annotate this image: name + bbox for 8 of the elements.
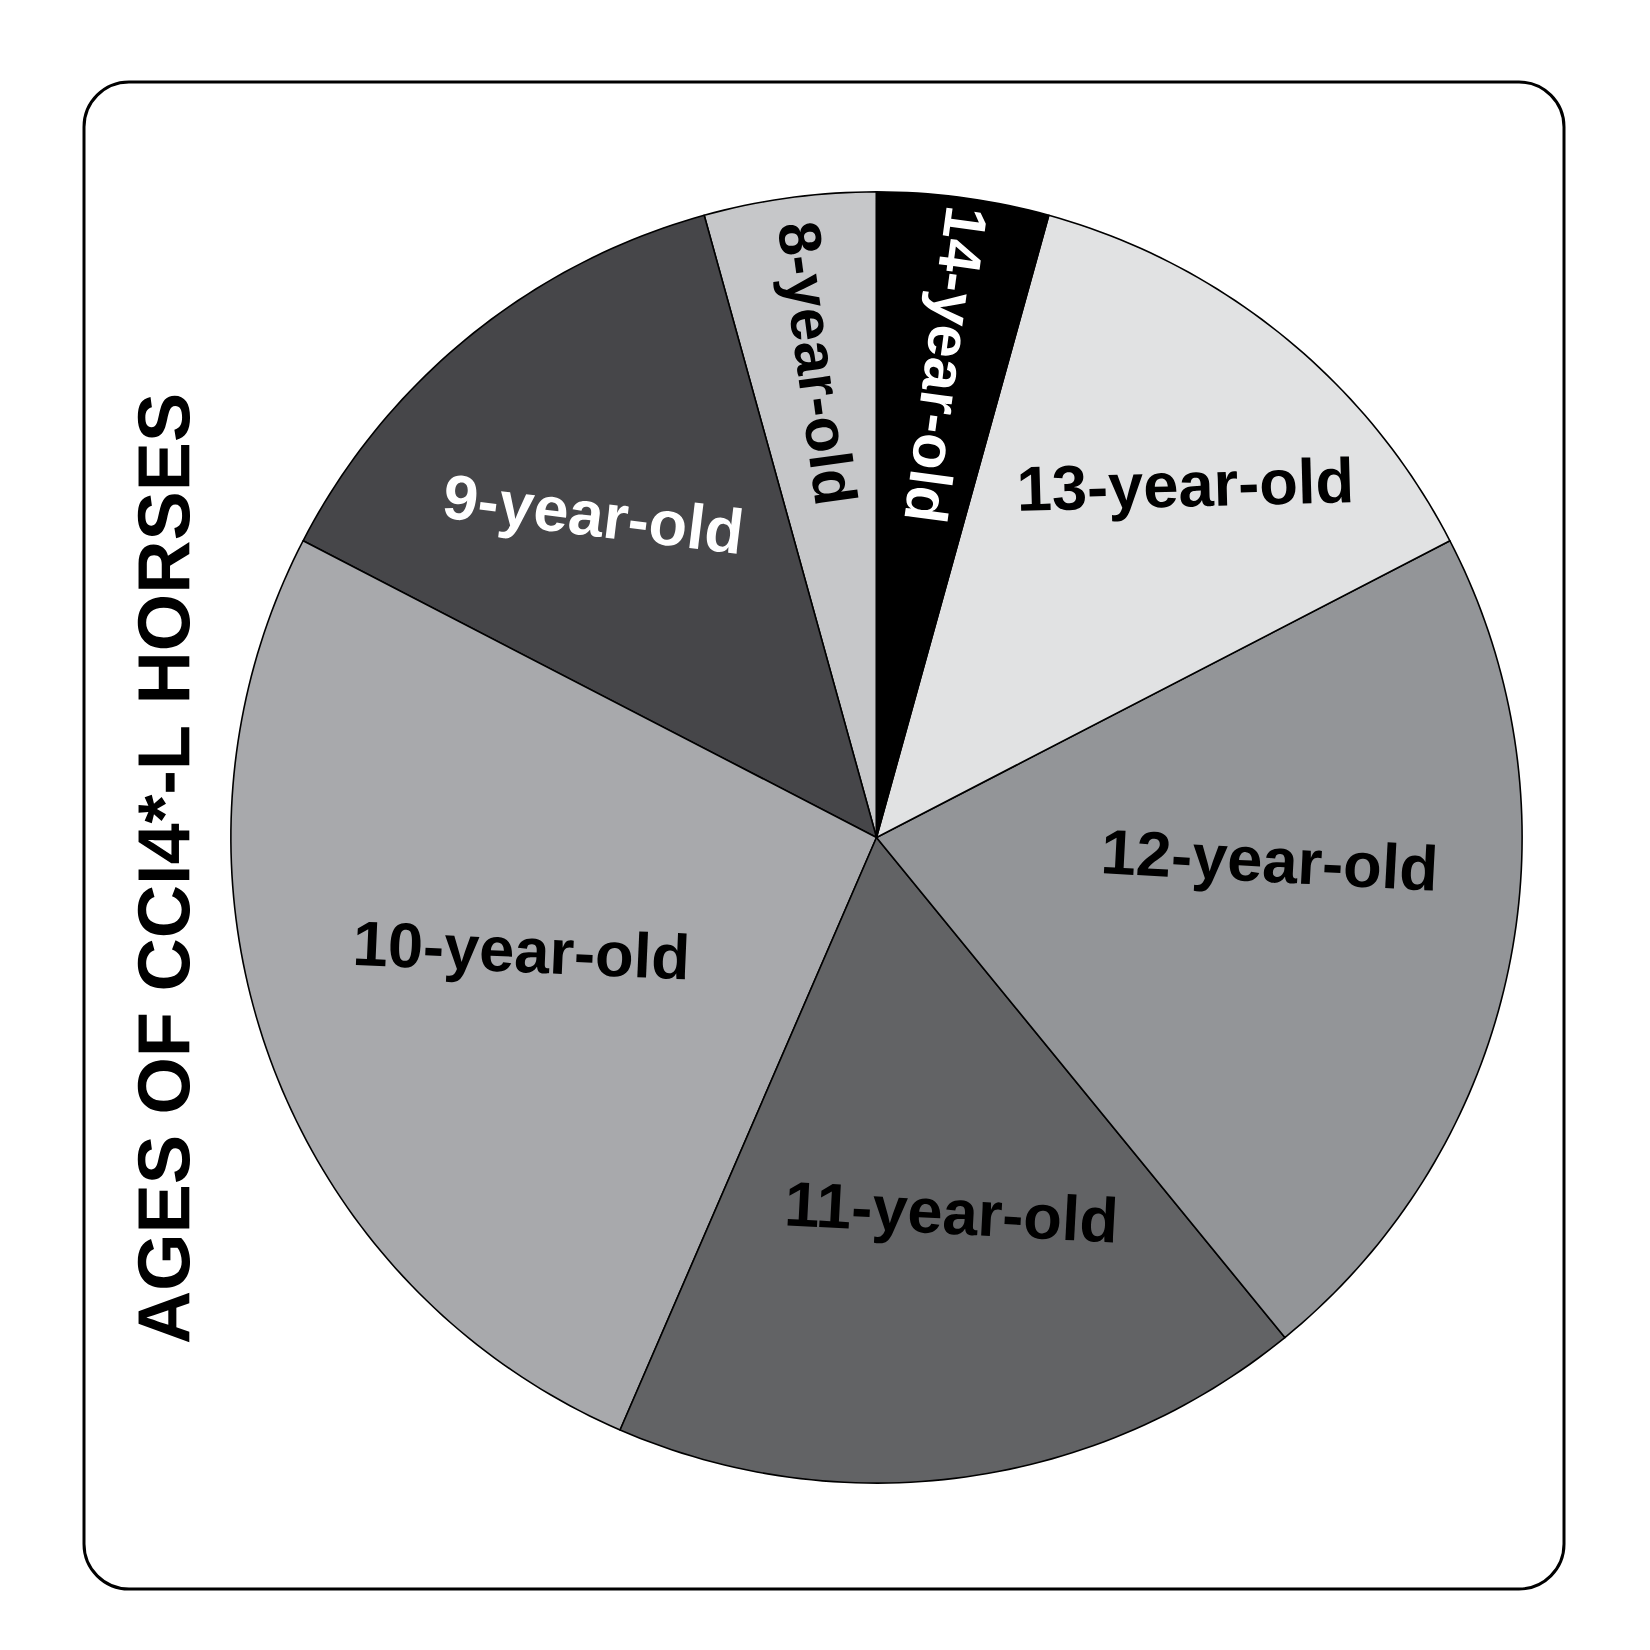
slice-label: 10-year-old bbox=[355, 921, 687, 983]
text: AGES OF CCI4*-L HORSES bbox=[137, 395, 191, 1343]
slice-label: 13-year-old bbox=[1020, 456, 1351, 522]
slice-label: 12-year-old bbox=[1103, 830, 1435, 892]
slice-label: 14-year-old bbox=[904, 207, 986, 522]
slice-label: 9-year-old bbox=[444, 475, 742, 554]
slice-label: 11-year-old bbox=[787, 1182, 1116, 1244]
slice-label: 8-year-old bbox=[773, 223, 859, 504]
